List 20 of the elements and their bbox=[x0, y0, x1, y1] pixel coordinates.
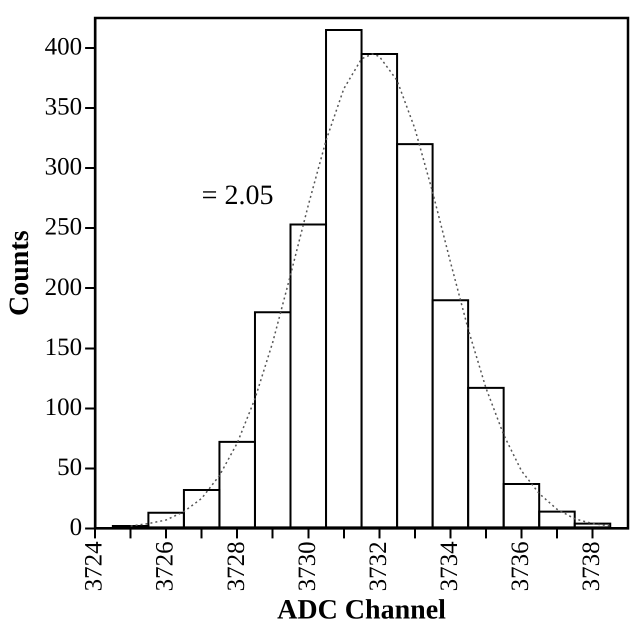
x-tick-label: 3730 bbox=[294, 541, 321, 592]
x-tick-label: 3728 bbox=[222, 541, 250, 592]
y-tick-label: 150 bbox=[44, 334, 82, 361]
x-tick-label: 3724 bbox=[80, 540, 108, 592]
y-tick-label: 50 bbox=[57, 454, 82, 481]
y-axis-title: Counts bbox=[4, 230, 36, 316]
annotation: = 2.05 bbox=[202, 180, 274, 211]
y-tick-label: 300 bbox=[44, 154, 82, 181]
y-tick-label: 0 bbox=[70, 514, 82, 541]
y-tick-label: 100 bbox=[44, 394, 82, 421]
y-tick-label: 400 bbox=[44, 34, 82, 61]
x-tick-label: 3732 bbox=[364, 541, 392, 592]
x-tick-label: 3726 bbox=[152, 541, 179, 592]
y-tick-label: 350 bbox=[44, 94, 82, 121]
x-tick-label: 3738 bbox=[578, 541, 606, 592]
x-tick-label: 3734 bbox=[436, 540, 463, 592]
x-tick-label: 3736 bbox=[506, 541, 534, 592]
y-tick-label: 250 bbox=[44, 214, 82, 241]
x-axis-title: ADC Channel bbox=[277, 594, 446, 626]
y-tick-label: 200 bbox=[44, 274, 82, 301]
